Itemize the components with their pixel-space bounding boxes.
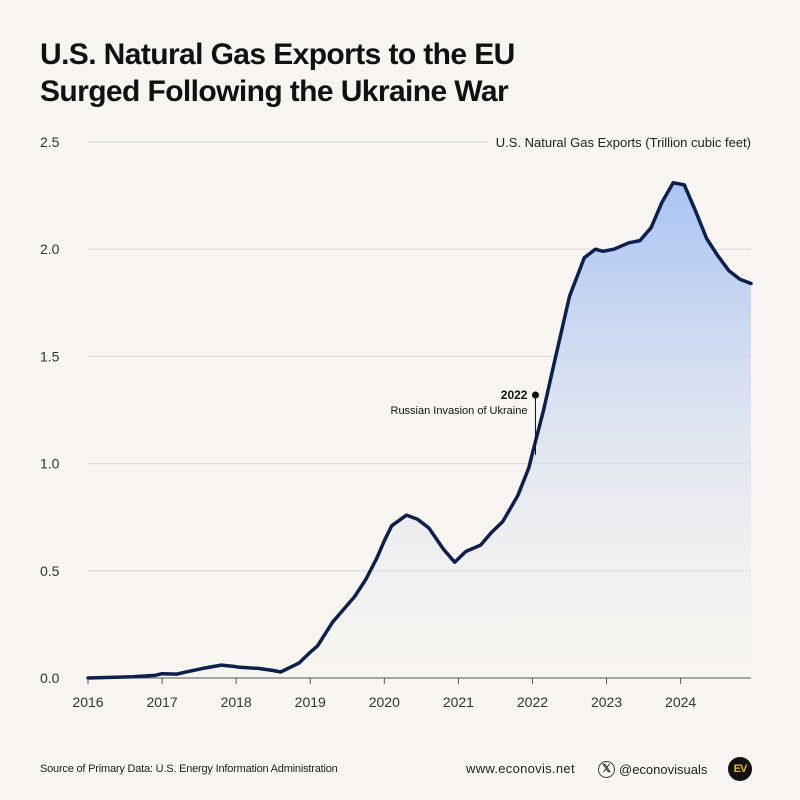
- series-area: [88, 182, 751, 678]
- y-tick-label: 1.5: [40, 348, 60, 364]
- series-label-background: [487, 133, 753, 152]
- annotation-marker: [531, 391, 539, 399]
- social-handle-text: @econovisuals: [619, 761, 708, 777]
- chart-title: U.S. Natural Gas Exports to the EU Surge…: [40, 36, 760, 110]
- y-tick-label: 0.5: [40, 563, 60, 579]
- y-tick-label: 2.0: [40, 241, 60, 257]
- y-tick-label: 0.0: [40, 670, 60, 686]
- x-tick-label: 2024: [665, 694, 696, 710]
- x-logo-icon: 𝕏: [598, 760, 615, 778]
- x-tick-label: 2020: [369, 694, 400, 710]
- annotation-text: Russian Invasion of Ukraine: [391, 405, 528, 417]
- chart-title-line-2: Surged Following the Ukraine War: [40, 75, 509, 108]
- area-chart: 0.0 0.5 1.0 1.5 2.0 2.5 U.S. Natural Gas Expor…: [40, 133, 753, 710]
- series-line: [86, 180, 753, 680]
- x-tick-label: 2018: [221, 694, 252, 710]
- x-tick-label: 2021: [443, 694, 474, 710]
- series-label: U.S. Natural Gas Exports (Trillion cubic…: [496, 135, 751, 150]
- econovis-logo: EV: [728, 757, 752, 781]
- x-tick-label: 2023: [591, 694, 622, 710]
- x-tick-label: 2019: [295, 694, 326, 710]
- social-handle[interactable]: 𝕏 @econovisuals: [598, 760, 707, 778]
- x-tick-label: 2017: [147, 694, 178, 710]
- chart-title-line-1: U.S. Natural Gas Exports to the EU: [40, 38, 515, 71]
- y-tick-label: 2.5: [40, 134, 60, 150]
- x-tick-label: 2016: [72, 694, 103, 710]
- x-tick-label: 2022: [517, 694, 548, 710]
- annotation-year: 2022: [501, 388, 528, 402]
- y-tick-label: 1.0: [40, 456, 60, 472]
- source-note: Source of Primary Data: U.S. Energy Info…: [40, 763, 338, 775]
- website-link[interactable]: www.econovis.net: [466, 761, 575, 776]
